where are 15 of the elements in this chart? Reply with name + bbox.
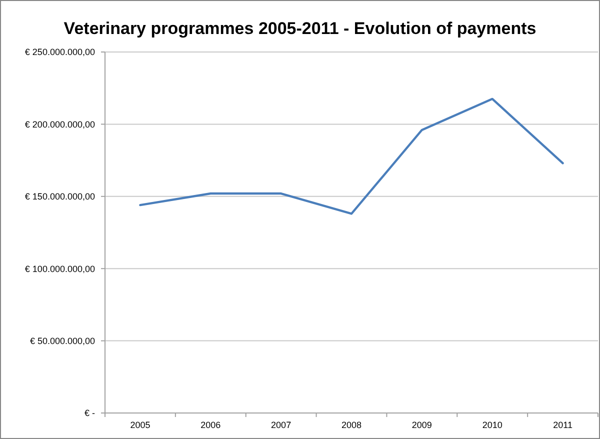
line-series <box>139 98 564 215</box>
y-tick-label: € 150.000.000,00 <box>24 192 95 202</box>
y-tick-label: € 50.000.000,00 <box>30 336 95 346</box>
x-tick-label: 2005 <box>130 420 150 430</box>
y-tick-label: € 250.000.000,00 <box>24 47 95 58</box>
x-tick-label: 2008 <box>341 420 362 430</box>
y-tick-label: € - <box>84 408 95 418</box>
chart-title: Veterinary programmes 2005-2011 - Evolution of payments <box>64 19 536 38</box>
x-tick-label: 2010 <box>482 420 502 430</box>
x-tick-label: 2011 <box>553 420 572 430</box>
x-tick-label: 2009 <box>412 420 432 430</box>
x-tick-label: 2006 <box>200 420 221 430</box>
y-tick-label: € 100.000.000,00 <box>24 264 95 274</box>
x-tick-label: 2007 <box>271 420 292 430</box>
y-tick-label: € 200.000.000,00 <box>24 119 95 130</box>
